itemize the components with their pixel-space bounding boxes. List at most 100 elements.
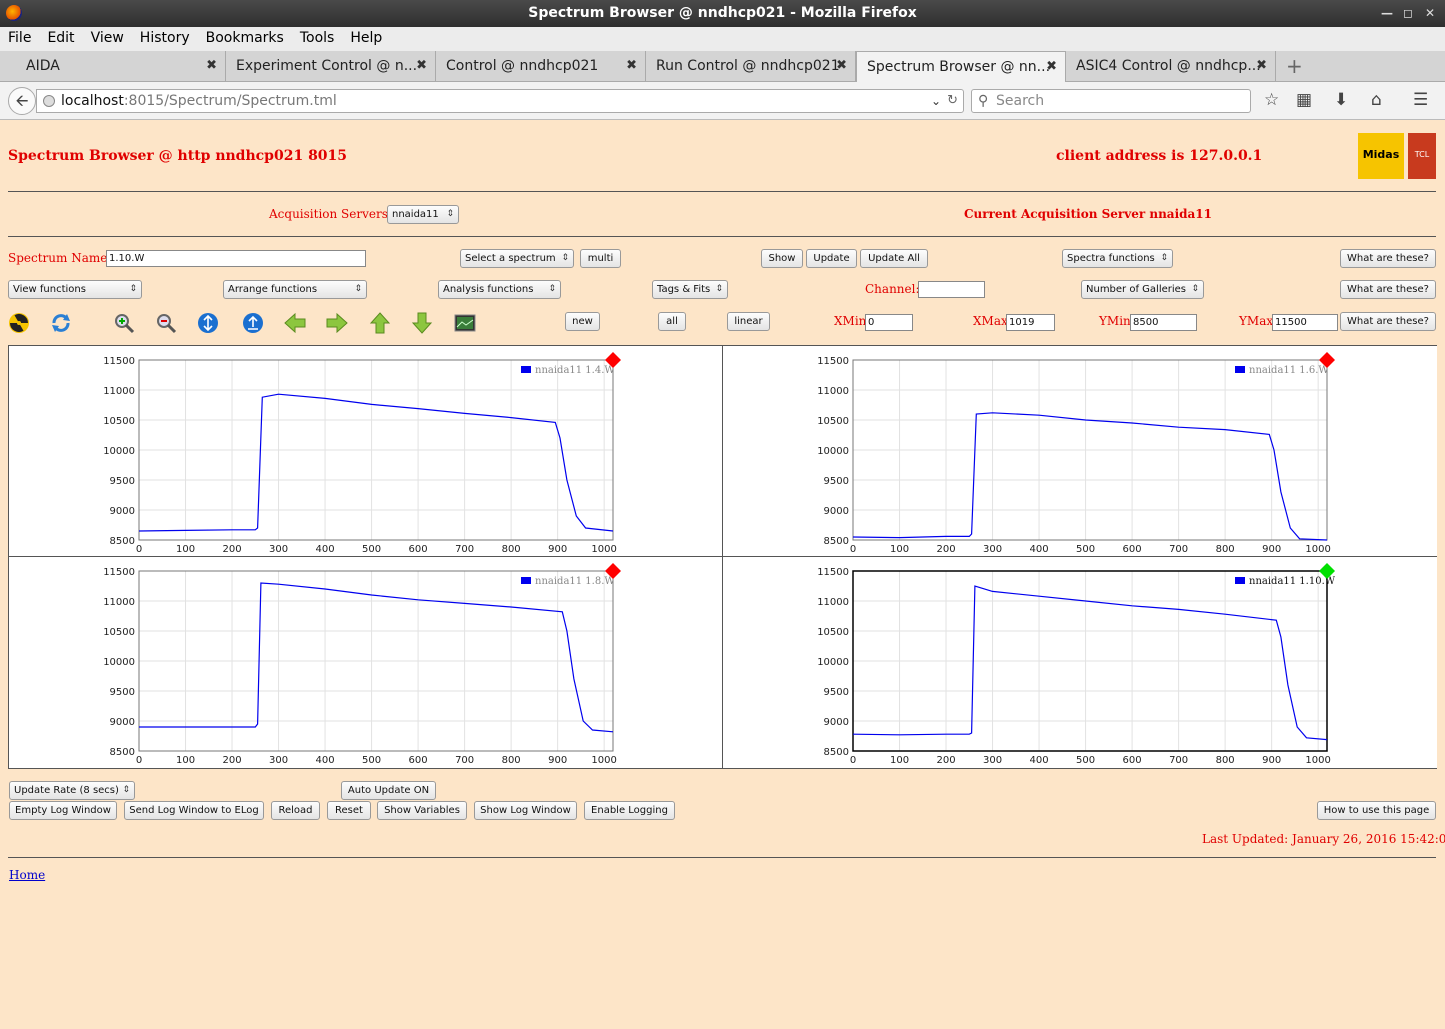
tab-close-icon[interactable]: ✖: [1256, 58, 1267, 73]
y-tick-label: 8500: [824, 747, 849, 758]
spectrum-panel[interactable]: 0 100 200 300 400 500 600 700 800 900 1000 8500 9000…: [9, 557, 723, 768]
ymax-input[interactable]: 11500: [1272, 314, 1338, 331]
reading-list-icon[interactable]: ▦: [1296, 90, 1313, 110]
close-icon[interactable]: ✕: [1425, 6, 1436, 20]
plot-frame: [138, 359, 614, 541]
x-tick-label: 400: [1030, 755, 1049, 766]
expand-x-icon[interactable]: [242, 312, 264, 334]
expand-y-icon[interactable]: [197, 312, 219, 334]
what-are-these-button-3[interactable]: What are these?: [1340, 312, 1436, 331]
divider: [8, 236, 1436, 237]
y-tick-label: 10000: [103, 657, 135, 668]
download-icon[interactable]: ⬇: [1334, 90, 1349, 110]
acq-server-select[interactable]: nnaida11 ⇕: [387, 205, 459, 224]
refresh-icon[interactable]: [50, 312, 72, 334]
tab-close-icon[interactable]: ✖: [836, 58, 847, 73]
new-tab-icon[interactable]: +: [1286, 54, 1303, 78]
reload-icon[interactable]: ↻: [947, 93, 958, 108]
url-bar[interactable]: localhost:8015/Spectrum/Spectrum.tml ⌄ ↻: [36, 89, 964, 113]
spectra-functions-dropdown[interactable]: Spectra functions ⇕: [1062, 249, 1173, 268]
up-arrow-icon[interactable]: [369, 312, 391, 334]
tab-run-control[interactable]: Run Control @ nndhcp021 ✖: [646, 51, 856, 82]
x-tick-label: 900: [548, 755, 567, 766]
xmin-input[interactable]: 0: [865, 314, 913, 331]
tab-close-icon[interactable]: ✖: [416, 58, 427, 73]
ymin-input[interactable]: 8500: [1130, 314, 1197, 331]
home-icon[interactable]: ⌂: [1371, 90, 1382, 110]
arrange-functions-dropdown[interactable]: Arrange functions ⇕: [223, 280, 367, 299]
zoom-out-icon[interactable]: [155, 312, 177, 334]
menu-file[interactable]: File: [8, 30, 32, 46]
url-path: :8015/Spectrum/Spectrum.tml: [123, 93, 337, 109]
auto-update-button[interactable]: Auto Update ON: [341, 781, 436, 800]
xmax-input[interactable]: 1019: [1006, 314, 1055, 331]
spectrum-panel[interactable]: 0 100 200 300 400 500 600 700 800 900 1000 8500 9000…: [9, 346, 723, 557]
show-variables-button[interactable]: Show Variables: [377, 801, 467, 820]
down-arrow-icon[interactable]: [411, 312, 433, 334]
update-rate-dropdown[interactable]: Update Rate (8 secs) ⇕: [9, 781, 135, 800]
send-log-to-elog-button[interactable]: Send Log Window to ELog: [124, 801, 264, 820]
menu-history[interactable]: History: [139, 30, 190, 46]
left-arrow-icon[interactable]: [284, 312, 306, 334]
url-dropdown-icon[interactable]: ⌄: [930, 94, 941, 108]
maximize-icon[interactable]: ◻: [1403, 6, 1413, 20]
ymax-label: YMax: [1239, 314, 1274, 328]
tab-aida[interactable]: AIDA ✖: [16, 51, 226, 82]
linear-button[interactable]: linear: [727, 312, 770, 331]
tab-close-icon[interactable]: ✖: [626, 58, 637, 73]
show-log-window-button[interactable]: Show Log Window: [474, 801, 577, 820]
plot-frame: [138, 570, 614, 752]
reset-button[interactable]: Reset: [327, 801, 371, 820]
search-input[interactable]: ⚲ Search: [971, 89, 1251, 113]
spectrum-panel[interactable]: 0 100 200 300 400 500 600 700 800 900 1000 8500 9000…: [723, 346, 1437, 557]
home-link[interactable]: Home: [9, 868, 46, 882]
update-button[interactable]: Update: [806, 249, 857, 268]
spectrum-panel[interactable]: 0 100 200 300 400 500 600 700 800 900 1000 8500 9000…: [723, 557, 1437, 768]
bookmark-star-icon[interactable]: ☆: [1264, 90, 1280, 110]
right-arrow-icon[interactable]: [326, 312, 348, 334]
reload-button[interactable]: Reload: [271, 801, 320, 820]
menu-bookmarks[interactable]: Bookmarks: [205, 30, 284, 46]
view-functions-dropdown[interactable]: View functions ⇕: [8, 280, 142, 299]
y-tick-label: 10500: [103, 416, 135, 427]
screenshot-icon[interactable]: [454, 312, 476, 334]
new-button[interactable]: new: [565, 312, 600, 331]
what-are-these-button-1[interactable]: What are these?: [1340, 249, 1436, 268]
tab-spectrum-browser[interactable]: Spectrum Browser @ nn... ✖: [856, 51, 1066, 82]
show-button[interactable]: Show: [761, 249, 803, 268]
x-tick-label: 1000: [591, 544, 616, 555]
minimize-icon[interactable]: —: [1381, 6, 1393, 20]
menu-tools[interactable]: Tools: [299, 30, 335, 46]
select-spectrum-dropdown[interactable]: Select a spectrum ⇕: [460, 249, 574, 268]
what-are-these-button-2[interactable]: What are these?: [1340, 280, 1436, 299]
menu-help[interactable]: Help: [350, 30, 383, 46]
tab-asic4-control[interactable]: ASIC4 Control @ nndhcp... ✖: [1066, 51, 1276, 82]
zoom-in-icon[interactable]: [113, 312, 135, 334]
enable-logging-button[interactable]: Enable Logging: [584, 801, 675, 820]
menu-view[interactable]: View: [90, 30, 124, 46]
back-icon[interactable]: 🡨: [8, 87, 36, 115]
y-tick-label: 10000: [103, 446, 135, 457]
number-of-galleries-dropdown[interactable]: Number of Galleries ⇕: [1081, 280, 1204, 299]
tab-experiment-control[interactable]: Experiment Control @ n... ✖: [226, 51, 436, 82]
spectrum-name-input[interactable]: 1.10.W: [106, 250, 366, 267]
hamburger-menu-icon[interactable]: ☰: [1413, 90, 1429, 110]
tab-label: Experiment Control @ n...: [236, 58, 418, 74]
tab-close-icon[interactable]: ✖: [1046, 59, 1057, 74]
last-updated: Last Updated: January 26, 2016 15:42:09: [1202, 832, 1445, 846]
empty-log-window-button[interactable]: Empty Log Window: [9, 801, 117, 820]
tab-close-icon[interactable]: ✖: [206, 58, 217, 73]
radiation-icon[interactable]: [8, 312, 30, 334]
how-to-use-button[interactable]: How to use this page: [1317, 801, 1436, 820]
analysis-functions-dropdown[interactable]: Analysis functions ⇕: [438, 280, 561, 299]
multi-button[interactable]: multi: [580, 249, 621, 268]
tags-fits-dropdown[interactable]: Tags & Fits ⇕: [652, 280, 728, 299]
tab-label: Control @ nndhcp021: [446, 58, 599, 74]
channel-input[interactable]: [918, 281, 985, 298]
menu-edit[interactable]: Edit: [47, 30, 75, 46]
tab-control[interactable]: Control @ nndhcp021 ✖: [436, 51, 646, 82]
update-all-button[interactable]: Update All: [860, 249, 928, 268]
y-tick-label: 8500: [110, 747, 135, 758]
x-tick-label: 1000: [1305, 755, 1330, 766]
all-button[interactable]: all: [658, 312, 686, 331]
